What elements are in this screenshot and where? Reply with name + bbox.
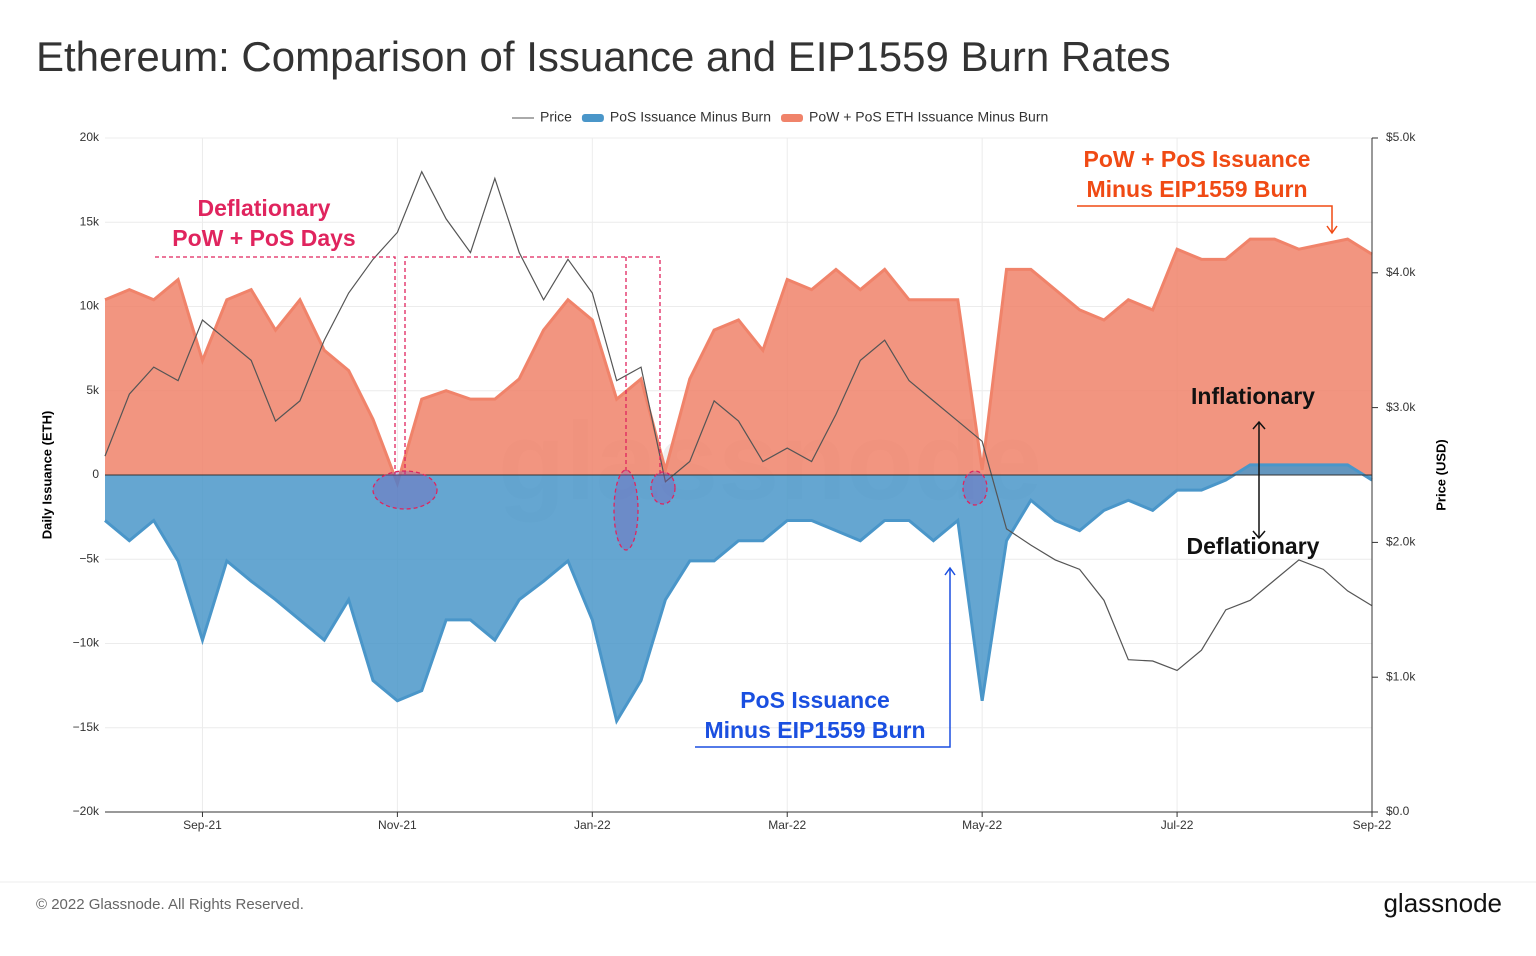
area-edge (104, 463, 1373, 725)
legend-label: Price (540, 109, 572, 125)
legend-swatch (581, 114, 604, 122)
price-line (104, 170, 1373, 672)
x-tick-label: Nov-21 (378, 818, 417, 832)
arrow (695, 568, 951, 748)
arrow-head (1326, 225, 1338, 235)
x-tick-label: Mar-22 (768, 818, 806, 832)
plot-area: −20k −15k −10k −5k 0 5k 10k 15k 20k $0.0 $1.0k $2.0… (73, 130, 1417, 832)
y2-tick-label: $2.0k (1386, 535, 1416, 549)
area-edge (104, 237, 1373, 489)
chart-title: Ethereum: Comparison of Issuance and EIP… (36, 33, 1171, 80)
annotation: PoW + PoS Issuance (1084, 146, 1311, 172)
x-tick-label: May-22 (962, 818, 1002, 832)
y2-tick-label: $1.0k (1386, 669, 1416, 683)
ellipse (962, 470, 988, 506)
y-tick-label: −5k (79, 551, 100, 565)
ellipse (650, 471, 676, 505)
y-tick-label: −20k (73, 804, 100, 818)
y-tick-label: 0 (92, 467, 99, 481)
dashed-line (155, 256, 396, 475)
annotation: Minus EIP1559 Burn (1086, 176, 1307, 202)
legend-label: PoW + PoS ETH Issuance Minus Burn (809, 109, 1048, 125)
annotation: PoW + PoS Days (172, 225, 355, 251)
y2-tick-label: $4.0k (1386, 265, 1416, 279)
annotation: Minus EIP1559 Burn (704, 717, 925, 743)
arrow-head (1252, 530, 1266, 540)
arrow-head (944, 566, 956, 576)
y-tick-label: 5k (86, 383, 100, 397)
y-tick-label: −10k (73, 636, 100, 650)
annotation: PoS Issuance (740, 687, 890, 713)
y-tick-label: 20k (80, 130, 100, 144)
annotation-shapes (155, 256, 988, 551)
annotation: Deflationary (198, 195, 331, 221)
y2-axis-label: Price (USD) (1433, 439, 1448, 511)
arrow (1077, 205, 1333, 232)
area (105, 464, 1372, 722)
y2-tick-label: $0.0 (1386, 804, 1410, 818)
x-tick-label: Jan-22 (574, 818, 611, 832)
y2-tick-label: $5.0k (1386, 130, 1416, 144)
legend-label: PoS Issuance Minus Burn (610, 109, 771, 125)
y-tick-label: 10k (80, 299, 100, 313)
x-tick-label: Sep-22 (1353, 818, 1392, 832)
brand-logo: glassnode (1383, 888, 1502, 918)
annotation-arrows (695, 205, 1338, 748)
annotations: Deflationary PoW + PoS Days PoW + PoS Is… (172, 146, 1319, 743)
arrow-head (1252, 420, 1266, 430)
footer: © 2022 Glassnode. All Rights Reserved. (36, 896, 304, 913)
y-tick-label: 15k (80, 214, 100, 228)
x-tick-label: Sep-21 (183, 818, 222, 832)
y-tick-label: −15k (73, 720, 100, 734)
y-axis-label: Daily Issuance (ETH) (39, 411, 54, 540)
ellipse (372, 470, 438, 510)
ellipse (613, 469, 639, 551)
x-tick-label: Jul-22 (1161, 818, 1194, 832)
area (105, 239, 1372, 484)
annotation: Inflationary (1191, 383, 1315, 409)
annotation: Deflationary (1187, 533, 1320, 559)
dashed-line (404, 256, 661, 475)
legend-swatch (781, 114, 803, 122)
y2-tick-label: $3.0k (1386, 400, 1416, 414)
